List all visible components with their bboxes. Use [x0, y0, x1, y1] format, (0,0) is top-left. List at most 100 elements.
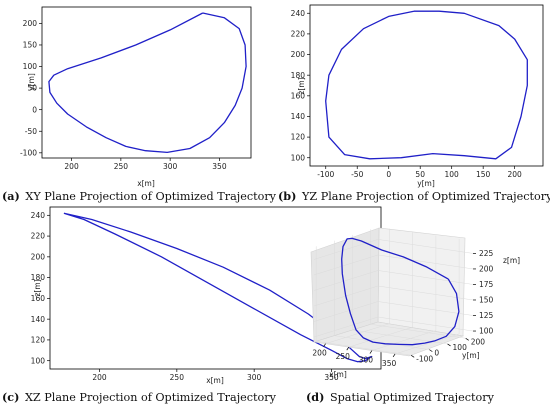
trajectory-line [325, 10, 528, 160]
y-tick-label: 220 [31, 232, 46, 241]
caption-a-label: (a) [2, 189, 20, 203]
y-axis-label: z[m] [33, 279, 42, 296]
z-tick-label: 225 [479, 249, 494, 258]
y-axis-label: y[m] [27, 73, 36, 91]
trajectory-line [341, 237, 460, 346]
x-tick-label: 200 [64, 162, 79, 171]
x-axis-label: x[m] [137, 179, 155, 188]
y-tick-label: 240 [31, 211, 46, 220]
grid-line [370, 229, 466, 339]
x-axis-label: x[m] [329, 370, 347, 379]
y-tick-label: -100 [416, 354, 433, 363]
y-tick-label: 180 [291, 71, 306, 80]
x-tick-label: 250 [336, 352, 351, 361]
y-tick-label: 0 [434, 349, 439, 358]
trajectory-line [48, 12, 247, 154]
x-tick-label: 100 [445, 170, 460, 179]
y-tick-label: 200 [291, 50, 306, 59]
grid-line [315, 246, 412, 356]
grid-line [313, 270, 474, 291]
x-tick-label: 200 [312, 349, 327, 358]
caption-b-label: (b) [278, 189, 296, 203]
y-tick-label: 140 [31, 315, 46, 324]
y-tick-label: 160 [291, 91, 306, 100]
x-tick-label: 300 [247, 373, 262, 382]
x-tick-label: 250 [114, 162, 129, 171]
tick-group: 200 250 300 350-100010020010012515017520022… [312, 249, 493, 368]
x-tick-label: 250 [170, 373, 185, 382]
y-tick-label: 200 [23, 19, 38, 28]
grid-line [313, 301, 474, 322]
tick-group: 200 250 300 350 100 120 140 160 180 200 220 240 [31, 211, 339, 382]
grid-line [325, 228, 390, 344]
x-tick-label: 200 [507, 170, 522, 179]
z-tick-label: 175 [479, 280, 494, 289]
caption-c-label: (c) [2, 390, 19, 404]
z-tick-label: 100 [479, 327, 494, 336]
y-tick-label: 180 [31, 273, 46, 282]
trajectory-line [63, 212, 373, 363]
y-tick-label: 120 [31, 336, 46, 345]
grid-line [313, 285, 474, 307]
y-tick-label: 240 [291, 9, 306, 18]
x-tick-label: 350 [382, 359, 397, 368]
y-tick-mark [429, 349, 433, 352]
y-tick-label: -100 [20, 148, 37, 157]
x-tick-label: 0 [386, 170, 391, 179]
grid-line [313, 316, 474, 338]
x-tick-label: 150 [476, 170, 491, 179]
y-tick-mark [465, 337, 469, 341]
x-tick-mark [392, 353, 396, 358]
y-tick-label: 140 [291, 112, 306, 121]
tick-group: 200 250 300 350 -100 -50 0 50 100 150 200 [20, 19, 227, 171]
x-axis-label: y[m] [417, 179, 435, 188]
x-tick-label: 350 [324, 373, 339, 382]
y-tick-label: 100 [23, 62, 38, 71]
y-tick-label: 160 [31, 294, 46, 303]
chart-panel-d: 200 250 300 350-100010020010012515017520022… [310, 227, 520, 379]
y-tick-label: -50 [25, 127, 37, 136]
x-tick-label: -50 [351, 170, 363, 179]
caption-a: (a) XY Plane Projection of Optimized Tra… [2, 189, 277, 203]
y-tick-label: 200 [31, 252, 46, 261]
grid-line [395, 238, 460, 355]
y-tick-label: 100 [453, 343, 468, 352]
caption-d-text: Spatial Optimized Trajectory [330, 391, 495, 404]
grid-line [313, 239, 474, 260]
z-tick-label: 125 [479, 311, 494, 320]
tick-group: -100 -50 0 50 100 150 200 100 120 140 160 180 200 220… [291, 9, 522, 179]
plot-frame [41, 6, 252, 159]
plot-frame [309, 4, 544, 167]
y-tick-label: 100 [291, 153, 306, 162]
chart-panel-a: 200 250 300 350 -100 -50 0 50 100 150 200 x[m] y[m… [20, 6, 252, 188]
y-axis-label: z[m] [297, 77, 306, 94]
caption-d: (d) Spatial Optimized Trajectory [306, 390, 495, 404]
y-tick-label: 50 [27, 84, 37, 93]
caption-c-text: XZ Plane Projection of Optimized Traject… [25, 391, 277, 404]
grid-line [313, 254, 474, 276]
y-tick-label: 200 [471, 337, 486, 346]
caption-c: (c) XZ Plane Projection of Optimized Tra… [2, 390, 277, 404]
caption-b: (b) YZ Plane Projection of Optimized Tra… [278, 189, 550, 203]
y-tick-label: 120 [291, 133, 306, 142]
x-tick-label: -100 [317, 170, 334, 179]
y-tick-label: 220 [291, 29, 306, 38]
back-pane-yz [377, 227, 466, 337]
x-tick-label: 200 [92, 373, 107, 382]
z-axis-label: z[m] [503, 256, 520, 265]
x-tick-label: 50 [415, 170, 425, 179]
floor-pane [313, 321, 465, 357]
caption-d-label: (d) [306, 390, 324, 404]
x-tick-mark [346, 346, 350, 351]
x-tick-mark [323, 343, 326, 347]
y-tick-label: 0 [32, 105, 37, 114]
y-tick-mark [447, 343, 451, 347]
y-tick-label: 150 [23, 41, 38, 50]
caption-b-text: YZ Plane Projection of Optimized Traject… [301, 190, 550, 203]
y-tick-mark [410, 355, 415, 358]
x-tick-label: 300 [163, 162, 178, 171]
chart-panel-b: -100 -50 0 50 100 150 200 100 120 140 160 180 200 220… [291, 4, 544, 188]
z-tick-label: 150 [479, 296, 494, 305]
y-tick-label: 100 [31, 356, 46, 365]
